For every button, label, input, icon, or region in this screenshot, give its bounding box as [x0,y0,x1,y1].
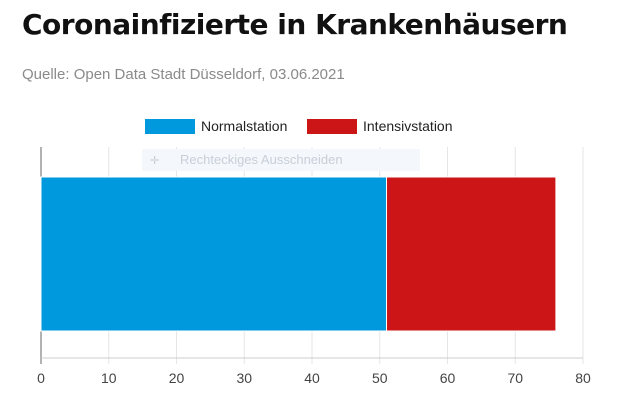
x-tick-label-10: 10 [101,370,117,386]
rectangular-snip-overlay[interactable]: ✛ Rechteckiges Ausschneiden [142,149,420,171]
x-tick-label-50: 50 [372,370,388,386]
x-tick-label-70: 70 [507,370,523,386]
legend-label-intensivstation: Intensivstation [363,118,453,134]
x-tick-label-20: 20 [169,370,185,386]
legend-swatch-normalstation [145,118,195,134]
legend-item-normalstation[interactable]: Normalstation [145,117,287,135]
rectangular-snip-label: Rechteckiges Ausschneiden [180,152,343,167]
x-tick-label-60: 60 [440,370,456,386]
x-tick-label-80: 80 [575,370,591,386]
x-tick-label-30: 30 [236,370,252,386]
x-tick-label-40: 40 [304,370,320,386]
chart-bars [40,176,557,332]
pointer-icon: ✛ [150,154,160,167]
legend-item-intensivstation[interactable]: Intensivstation [307,117,453,135]
x-axis: 0 10 20 30 40 50 60 70 80 [37,357,591,386]
bar-intensivstation [386,176,557,332]
chart-legend: Normalstation Intensivstation [0,117,640,135]
bar-normalstation [40,176,388,332]
legend-swatch-intensivstation [307,118,357,134]
x-tick-label-0: 0 [37,370,45,386]
chart-title: Coronainfizierte in Krankenhäusern [22,8,568,41]
legend-label-normalstation: Normalstation [201,118,288,134]
chart-source: Quelle: Open Data Stadt Düsseldorf, 03.0… [22,66,345,83]
